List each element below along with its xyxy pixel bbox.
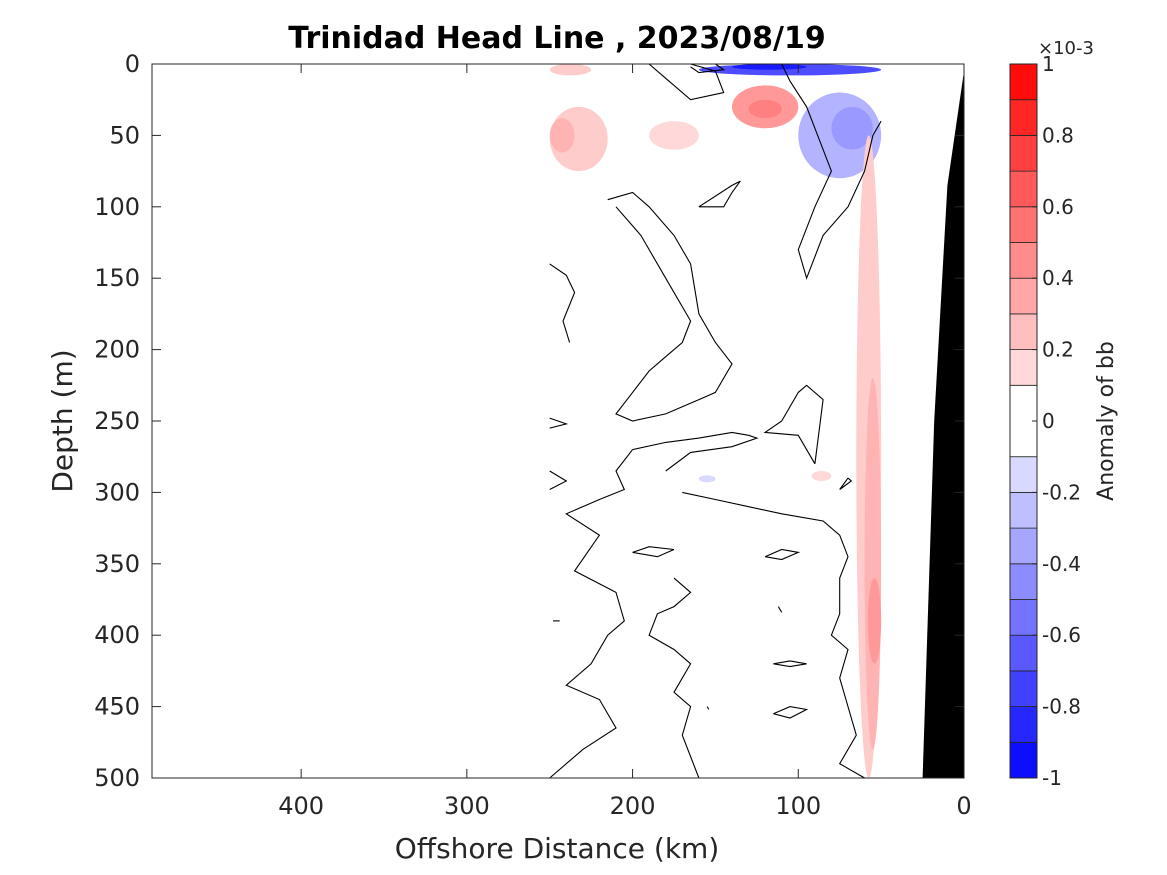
colorbar-cell (1009, 634, 1038, 672)
colorbar-tick-label: -0.6 (1042, 623, 1081, 647)
y-tick-label: 400 (94, 621, 140, 649)
chart-title: Trinidad Head Line , 2023/08/19 (288, 21, 825, 56)
colorbar-tick-label: -1 (1042, 766, 1062, 790)
zero-contour-11 (764, 548, 801, 561)
anomaly-region-14 (698, 475, 716, 483)
zero-contour-15 (839, 477, 853, 490)
plot-area (151, 63, 965, 779)
zero-contour-layer (549, 63, 882, 779)
colorbar-cell (1009, 99, 1038, 136)
bathymetry-seafloor (922, 71, 964, 779)
colorbar-ticks: -1 -0.8 -0.6 -0.4 -0.2 0 0.2 0.4 0.6 0.8 1 (1032, 52, 1081, 790)
anomaly-region-8 (549, 118, 575, 153)
zero-contour-5 (549, 263, 576, 343)
colorbar-tick-label: 0.8 (1042, 123, 1074, 147)
x-tick-label: 200 (610, 792, 656, 820)
zero-contour-4 (607, 191, 733, 422)
zero-contour-17 (549, 470, 568, 490)
zero-contour-6 (632, 431, 759, 472)
anomaly-region-6 (549, 64, 592, 76)
anomaly-region-5 (748, 99, 782, 119)
anomaly-region-11 (864, 378, 882, 750)
y-tick-label: 500 (94, 764, 140, 792)
y-tick-label: 250 (94, 407, 140, 435)
x-tick-label: 100 (775, 792, 821, 820)
colorbar-multiplier: ×10-3 (1038, 38, 1094, 59)
colorbar-cells (1009, 63, 1038, 779)
zero-contour-16 (549, 417, 569, 429)
colorbar-tick-label: -0.4 (1042, 552, 1081, 576)
colorbar-tick-label: 0 (1042, 409, 1055, 433)
colorbar-cell (1009, 527, 1038, 565)
colorbar-cell (1009, 706, 1038, 743)
y-axis: 0 50 100 150 200 250 300 350 400 450 500 (94, 50, 964, 792)
colorbar: -1 -0.8 -0.6 -0.4 -0.2 0 0.2 0.4 0.6 0.8 1 (1009, 52, 1081, 790)
zero-contour-0 (648, 63, 725, 101)
colorbar-tick-label: 1 (1042, 52, 1055, 76)
colorbar-cell (1009, 134, 1038, 172)
colorbar-cell (1009, 63, 1038, 101)
y-axis-label: Depth (m) (46, 349, 79, 492)
y-tick-label: 300 (94, 478, 140, 506)
colorbar-tick-label: 0.4 (1042, 266, 1074, 290)
zero-contour-8 (682, 491, 865, 779)
colorbar-cell (1009, 206, 1038, 243)
zero-contour-20 (706, 706, 710, 710)
x-axis: 400 300 200 100 0 (278, 64, 972, 820)
zero-contour-9 (632, 546, 675, 558)
zero-contour-13 (773, 706, 809, 719)
x-axis-label: Offshore Distance (km) (395, 832, 720, 865)
x-tick-label: 0 (956, 792, 971, 820)
bathymetry-layer (922, 71, 964, 779)
colorbar-tick-label: -0.2 (1042, 480, 1081, 504)
colorbar-cell (1009, 563, 1038, 600)
y-tick-label: 450 (94, 693, 140, 721)
colorbar-cell (1009, 277, 1038, 315)
zero-contour-1 (690, 63, 726, 74)
anomaly-fill-layer (549, 64, 882, 778)
colorbar-tick-label: 0.6 (1042, 195, 1074, 219)
zero-contour-12 (773, 660, 807, 668)
colorbar-cell (1009, 599, 1038, 636)
colorbar-label: Anomaly of bb (1094, 341, 1119, 501)
colorbar-cell (1009, 491, 1038, 529)
x-tick-label: 300 (444, 792, 490, 820)
zero-contour-14 (763, 384, 824, 465)
y-tick-label: 350 (94, 550, 140, 578)
zero-contour-3 (698, 180, 741, 208)
colorbar-cell (1009, 741, 1038, 779)
colorbar-tick-label: -0.8 (1042, 695, 1081, 719)
anomaly-region-13 (811, 470, 832, 481)
colorbar-cell (1009, 456, 1038, 493)
colorbar-cell (1009, 313, 1038, 350)
anomaly-region-3 (831, 106, 873, 150)
anomaly-region-12 (867, 578, 882, 664)
colorbar-cell (1009, 670, 1038, 708)
zero-contour-10 (648, 577, 700, 779)
x-tick-label: 400 (278, 792, 324, 820)
zero-contour-19 (777, 606, 783, 613)
colorbar-cell (1009, 242, 1038, 279)
colorbar-tick-label: 0.2 (1042, 338, 1074, 362)
zero-contour-7 (549, 449, 634, 779)
anomaly-region-1 (732, 64, 807, 70)
colorbar-cell (1009, 349, 1038, 386)
y-tick-label: 0 (125, 50, 140, 78)
y-tick-label: 150 (94, 264, 140, 292)
y-tick-label: 50 (109, 121, 140, 149)
colorbar-cell (1009, 170, 1038, 208)
y-tick-label: 100 (94, 193, 140, 221)
anomaly-region-9 (649, 121, 699, 150)
y-tick-label: 200 (94, 336, 140, 364)
zero-contour-2 (781, 63, 882, 280)
